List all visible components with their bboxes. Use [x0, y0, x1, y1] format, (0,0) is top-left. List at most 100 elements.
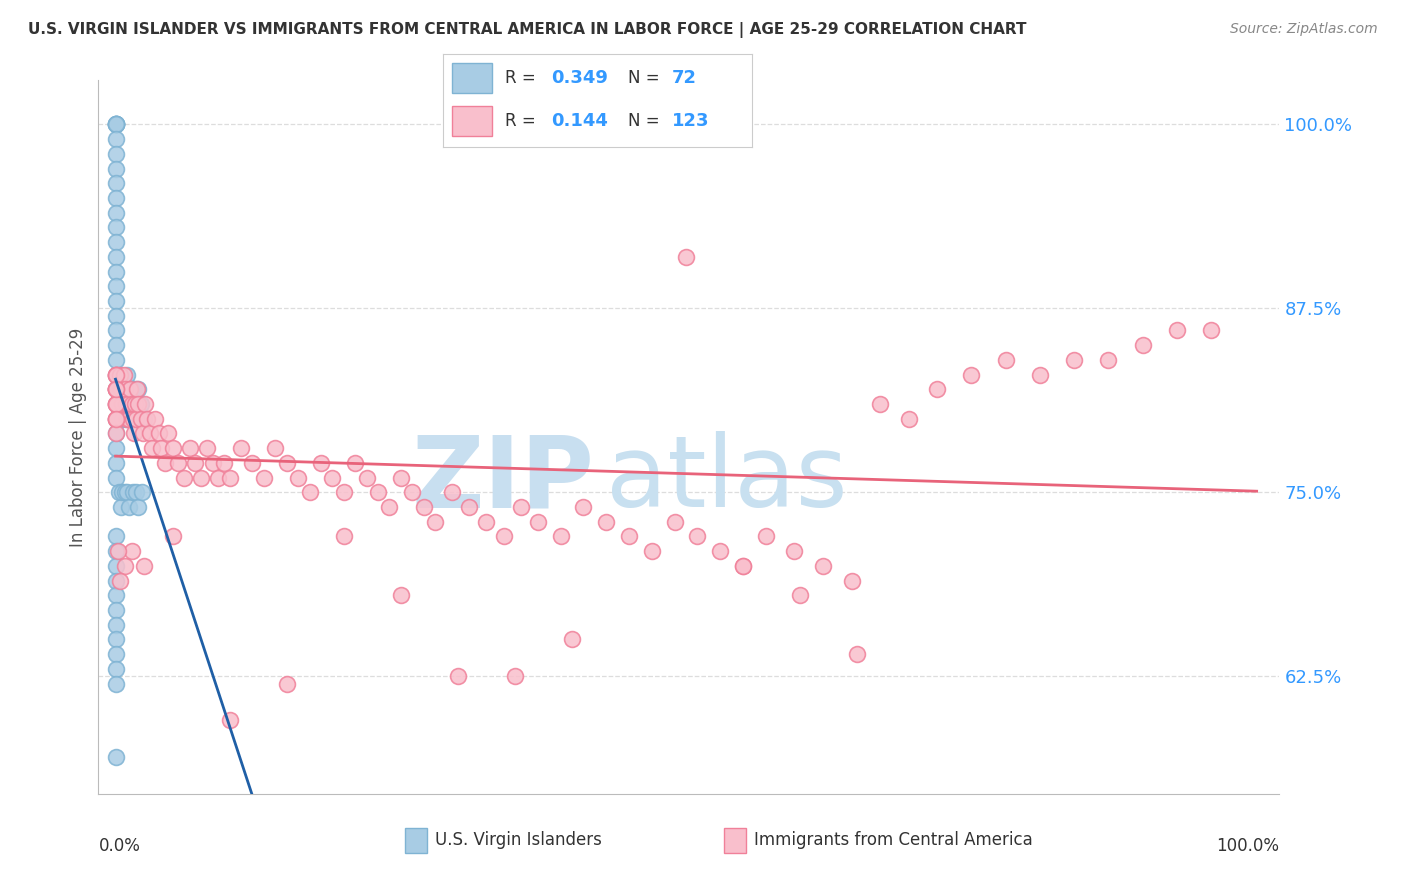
Point: [104, 264, 127, 278]
Point: [108, 485, 131, 500]
Point: [218, 714, 240, 728]
Point: [846, 647, 869, 661]
Point: [423, 515, 446, 529]
Text: 0.0%: 0.0%: [98, 837, 141, 855]
Point: [122, 426, 145, 441]
Point: [111, 411, 134, 425]
Point: [104, 220, 127, 235]
Point: [104, 323, 127, 337]
Point: [132, 426, 155, 441]
Point: [104, 368, 127, 382]
Point: [104, 411, 127, 425]
Point: [195, 441, 218, 455]
Point: [114, 485, 136, 500]
Point: [104, 117, 127, 131]
Point: [733, 558, 755, 573]
Point: [104, 411, 127, 425]
Point: [120, 411, 142, 425]
Point: [112, 382, 135, 396]
Point: [344, 456, 367, 470]
Point: [108, 382, 131, 396]
Point: [783, 544, 806, 558]
Point: [104, 411, 127, 425]
Point: [475, 515, 498, 529]
Text: 0.349: 0.349: [551, 69, 607, 87]
Point: [127, 411, 149, 425]
Point: [492, 529, 515, 543]
Text: 72: 72: [672, 69, 697, 87]
Point: [276, 456, 298, 470]
Point: [104, 397, 127, 411]
Point: [104, 117, 127, 131]
Point: [111, 397, 134, 411]
Point: [104, 588, 127, 602]
Point: [120, 382, 142, 396]
Point: [132, 411, 155, 425]
Point: [104, 132, 127, 146]
Point: [526, 515, 548, 529]
Point: [104, 441, 127, 455]
Point: [509, 500, 531, 514]
Point: [114, 397, 136, 411]
Text: 100.0%: 100.0%: [1216, 837, 1279, 855]
Point: [104, 368, 127, 382]
Point: [104, 662, 127, 676]
Point: [153, 456, 176, 470]
Point: [104, 397, 127, 411]
Point: [104, 647, 127, 661]
Point: [104, 603, 127, 617]
Text: Immigrants from Central America: Immigrants from Central America: [754, 831, 1032, 849]
Point: [121, 397, 143, 411]
Point: [367, 485, 389, 500]
Point: [572, 500, 595, 514]
Point: [309, 456, 332, 470]
Point: [104, 470, 127, 484]
Point: [104, 397, 127, 411]
Point: [212, 456, 235, 470]
Point: [139, 426, 162, 441]
Point: [131, 485, 153, 500]
Point: [1029, 368, 1052, 382]
Point: [401, 485, 423, 500]
Point: [664, 515, 686, 529]
Text: U.S. VIRGIN ISLANDER VS IMMIGRANTS FROM CENTRAL AMERICA IN LABOR FORCE | AGE 25-: U.S. VIRGIN ISLANDER VS IMMIGRANTS FROM …: [28, 22, 1026, 38]
Point: [1166, 323, 1188, 337]
Point: [104, 352, 127, 367]
Point: [561, 632, 583, 647]
Point: [264, 441, 287, 455]
Point: [458, 500, 481, 514]
Point: [994, 352, 1017, 367]
Text: U.S. Virgin Islanders: U.S. Virgin Islanders: [434, 831, 602, 849]
Point: [107, 544, 129, 558]
Point: [229, 441, 252, 455]
Point: [104, 397, 127, 411]
Point: [157, 426, 180, 441]
Point: [104, 426, 127, 441]
Point: [124, 382, 146, 396]
Point: [218, 470, 240, 484]
Point: [110, 382, 132, 396]
Point: [332, 529, 354, 543]
Point: [789, 588, 811, 602]
Point: [132, 558, 155, 573]
Point: [104, 426, 127, 441]
Text: atlas: atlas: [606, 432, 848, 528]
Point: [125, 485, 148, 500]
Point: [108, 368, 131, 382]
Point: [356, 470, 378, 484]
Point: [114, 382, 136, 396]
Point: [115, 368, 138, 382]
Point: [145, 411, 167, 425]
Point: [114, 558, 136, 573]
Point: [276, 676, 298, 690]
Point: [104, 117, 127, 131]
Point: [503, 669, 526, 683]
Point: [104, 382, 127, 396]
Point: [118, 397, 141, 411]
Point: [173, 470, 195, 484]
Point: [641, 544, 664, 558]
Y-axis label: In Labor Force | Age 25-29: In Labor Force | Age 25-29: [69, 327, 87, 547]
Point: [1063, 352, 1085, 367]
Point: [104, 397, 127, 411]
Point: [108, 368, 131, 382]
